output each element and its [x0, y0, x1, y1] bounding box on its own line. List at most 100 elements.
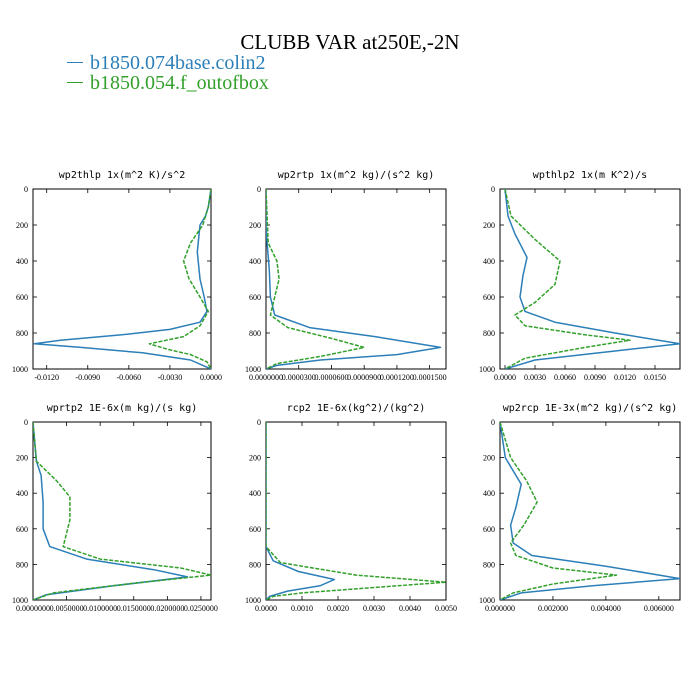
panel-title: wp2rtp 1x(m^2 kg)/(s^2 kg)	[278, 170, 435, 181]
y-tick-label: 400	[483, 489, 495, 498]
legend-swatch-2	[67, 81, 83, 83]
series-line-1	[504, 189, 680, 369]
panel-title: wprtp2 1E-6x(m kg)/(s kg)	[47, 403, 198, 414]
panel-title: wp2thlp 1x(m^2 K)/s^2	[59, 170, 185, 181]
y-tick-label: 400	[16, 489, 28, 498]
x-tick-label: 0.0090	[584, 373, 606, 382]
y-tick-label: 400	[249, 257, 261, 266]
figure-title: CLUBB VAR at250E,-2N	[240, 30, 460, 54]
legend-entry-2: b1850.054.f_outofbox	[67, 72, 269, 95]
x-tick-label: -0.0030	[158, 373, 183, 382]
y-tick-label: 800	[16, 329, 28, 338]
panel-3: wpthlp2 1x(m K^2)/s020040060080010000.00…	[479, 170, 681, 382]
panel-4: wprtp2 1E-6x(m kg)/(s kg) 0 200 400 600 800 10…	[12, 403, 218, 613]
y-tick-label: 1000	[12, 596, 28, 605]
series-line-2	[504, 189, 631, 369]
series-line-2	[500, 422, 618, 600]
x-tick-label: 0.0050000	[50, 604, 84, 613]
x-tick-label: 0.0000600	[314, 373, 348, 382]
panel-title: wp2rcp 1E-3x(m^2 kg)/(s^2 kg)	[503, 403, 678, 414]
series-line-1	[33, 189, 211, 369]
plot-frame	[32, 188, 212, 370]
series-line-2	[266, 189, 365, 369]
series-line-1	[266, 189, 442, 369]
plot-frame	[32, 421, 212, 601]
plot-frame	[265, 188, 447, 370]
series-line-2	[266, 422, 446, 600]
x-tick-label: 0.0001500	[413, 373, 447, 382]
y-tick-label: 1000	[12, 365, 28, 374]
y-tick-label: 0	[257, 418, 261, 427]
panel-title: wpthlp2 1x(m K^2)/s	[533, 170, 647, 181]
y-tick-label: 800	[483, 329, 495, 338]
x-tick-label: 0.0030	[363, 604, 385, 613]
x-tick-label: 0.0030	[524, 373, 546, 382]
x-tick-label: 0.0120	[614, 373, 636, 382]
y-tick-label: 0	[24, 418, 28, 427]
y-tick-label: 200	[249, 221, 261, 230]
x-tick-label: 0.0000	[255, 604, 277, 613]
x-tick-label: -0.0090	[75, 373, 100, 382]
x-tick-label: 0.0000900	[347, 373, 381, 382]
x-tick-label: 0.0060	[554, 373, 576, 382]
y-tick-label: 200	[16, 221, 28, 230]
y-tick-label: 0	[491, 418, 495, 427]
x-tick-label: 0.0100000	[83, 604, 117, 613]
x-tick-label: 0.0000	[200, 373, 222, 382]
panel-2: wp2rtp 1x(m^2 kg)/(s^2 kg) 0 200 400 600 800 1…	[245, 170, 447, 382]
panel-5: rcp2 1E-6x(kg^2)/(kg^2) 0 200 400 600 800 1000…	[245, 403, 457, 613]
panel-1: wp2thlp 1x(m^2 K)/s^2 0 200 400 600 800 1000 -0…	[12, 170, 222, 382]
y-tick-label: 600	[483, 525, 495, 534]
y-tick-label: 600	[249, 293, 261, 302]
plot-frame	[499, 188, 681, 370]
x-tick-label: 0.0040	[399, 604, 421, 613]
x-tick-label: 0.0250000	[184, 604, 218, 613]
series-line-2	[33, 422, 211, 600]
y-tick-label: 200	[483, 454, 495, 463]
x-tick-label: -0.0120	[34, 373, 59, 382]
x-tick-label: 0.0001200	[380, 373, 414, 382]
plot-frame	[265, 421, 447, 601]
x-tick-label: 0.002000	[538, 604, 568, 613]
y-tick-label: 1000	[479, 596, 495, 605]
y-tick-label: 0	[257, 185, 261, 194]
legend-label-2: b1850.054.f_outofbox	[90, 72, 269, 94]
panel-6: wp2rcp 1E-3x(m^2 kg)/(s^2 kg) 0 200 400 600 8…	[479, 403, 681, 613]
x-tick-label: 0.0010	[291, 604, 313, 613]
y-tick-label: 200	[483, 221, 495, 230]
y-tick-label: 1000	[479, 365, 495, 374]
y-tick-label: 600	[249, 525, 261, 534]
y-tick-label: 0	[491, 185, 495, 194]
series-line-1	[500, 422, 680, 600]
x-tick-label: 0.0050	[435, 604, 457, 613]
x-tick-label: 0.000000	[485, 604, 515, 613]
x-tick-label: 0.0000000	[249, 373, 283, 382]
y-tick-label: 600	[483, 293, 495, 302]
y-tick-label: 800	[249, 329, 261, 338]
y-tick-label: 800	[483, 560, 495, 569]
x-tick-label: 0.0000300	[282, 373, 316, 382]
y-tick-label: 600	[16, 525, 28, 534]
panel-title: rcp2 1E-6x(kg^2)/(kg^2)	[287, 403, 425, 414]
y-tick-label: 1000	[245, 596, 261, 605]
legend-swatch-1	[67, 61, 83, 63]
legend-entry-1: b1850.074base.colin2	[67, 52, 266, 75]
y-tick-label: 800	[249, 560, 261, 569]
y-tick-label: 400	[249, 489, 261, 498]
x-tick-label: 0.0020	[327, 604, 349, 613]
x-tick-label: 0.0200000	[150, 604, 184, 613]
plot-frame	[499, 421, 681, 601]
x-tick-label: 0.006000	[644, 604, 674, 613]
x-tick-label: 0.0000000	[16, 604, 50, 613]
legend-label-1: b1850.074base.colin2	[90, 52, 266, 74]
x-tick-label: 0.004000	[591, 604, 621, 613]
y-tick-label: 1000	[245, 365, 261, 374]
series-line-1	[33, 422, 189, 600]
y-tick-label: 0	[24, 185, 28, 194]
x-tick-label: 0.0150	[644, 373, 666, 382]
y-tick-label: 400	[16, 257, 28, 266]
series-line-1	[266, 422, 336, 600]
y-tick-label: 800	[16, 560, 28, 569]
x-tick-label: -0.0060	[117, 373, 142, 382]
